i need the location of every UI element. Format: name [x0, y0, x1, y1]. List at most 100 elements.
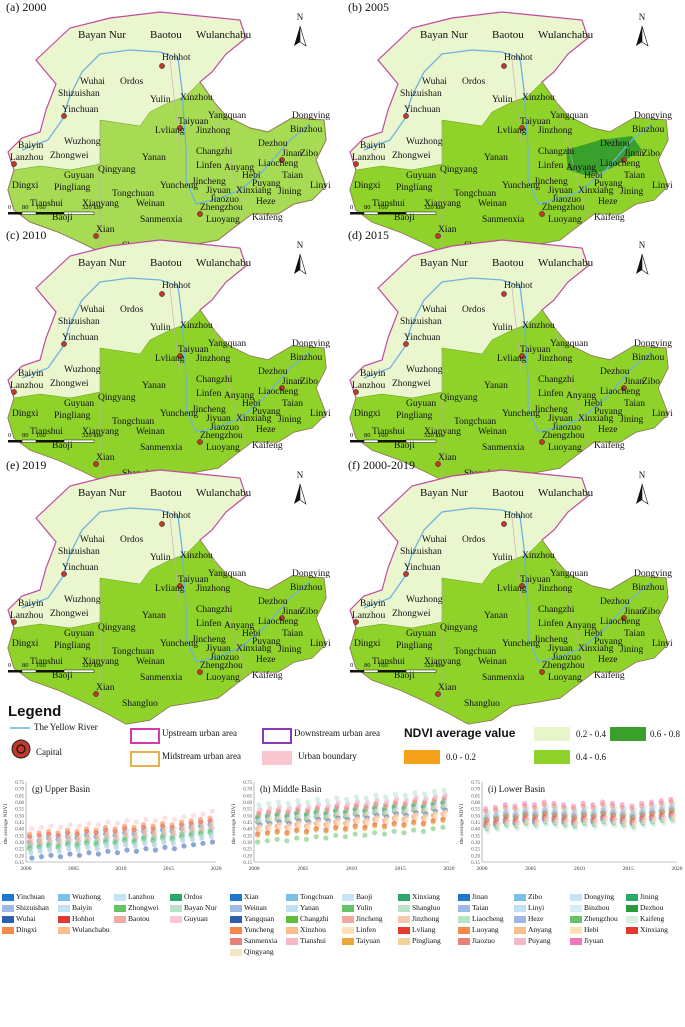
- data-point: [95, 822, 102, 828]
- data-point: [114, 850, 121, 856]
- city-label: Dezhou: [600, 597, 630, 607]
- city-label: Linfen: [196, 389, 222, 399]
- data-point: [267, 826, 273, 832]
- legend-label: Hohhot: [72, 914, 95, 923]
- city-label: Guyuan: [64, 399, 95, 409]
- legend-swatch: [458, 893, 470, 901]
- data-point: [534, 818, 540, 824]
- data-point: [303, 830, 310, 836]
- data-point: [28, 847, 34, 853]
- legend-swatch: [114, 904, 126, 912]
- data-point: [670, 812, 676, 818]
- legend-entry: Baiyin: [58, 903, 92, 912]
- city-label: Xinxiang: [578, 414, 614, 424]
- yellow-river: [363, 49, 653, 205]
- city-label: Jiaozuo: [210, 195, 240, 205]
- legend-swatch: [286, 915, 298, 923]
- data-point: [170, 828, 176, 834]
- data-point: [171, 846, 178, 852]
- city-label: Wuhai: [80, 77, 105, 87]
- legend-entry: Dongying: [570, 892, 614, 901]
- y-tick-label: 0.70: [243, 788, 252, 793]
- city-label: Binzhou: [632, 353, 665, 363]
- region-map: [7, 239, 327, 495]
- capital-marker: [435, 233, 441, 239]
- legend-swatch: [114, 893, 126, 901]
- data-point: [422, 791, 428, 797]
- legend-label: Taian: [472, 903, 489, 912]
- legend-entry: Shangluo: [398, 903, 440, 912]
- data-point: [285, 800, 291, 806]
- data-point: [668, 796, 674, 802]
- data-point: [373, 808, 379, 814]
- legend-label: Yinchuan: [16, 892, 45, 901]
- legend-entry: Baotou: [114, 914, 150, 923]
- legend-swatch: [398, 937, 410, 945]
- data-point: [142, 828, 148, 834]
- legend-label: Yangquan: [244, 914, 275, 923]
- legend-swatch: [342, 904, 354, 912]
- data-point: [266, 800, 272, 806]
- city-label: Jinzhong: [538, 126, 573, 136]
- data-point: [57, 854, 64, 860]
- data-point: [199, 823, 205, 829]
- city-label: Dingxi: [12, 639, 39, 649]
- data-point: [95, 851, 102, 857]
- legend-swatch: [458, 915, 470, 923]
- scale-label: 160: [36, 432, 46, 439]
- data-point: [641, 816, 647, 822]
- data-point: [600, 799, 606, 805]
- legend-label: Linfen: [356, 925, 376, 934]
- ndvi-zone: [7, 539, 327, 725]
- data-point: [123, 830, 129, 836]
- city-label: Baotou: [150, 257, 182, 269]
- legend-entry: Xinzhou: [286, 925, 326, 934]
- y-tick-label: 0.30: [243, 841, 252, 846]
- city-label: Xinxiang: [236, 644, 272, 654]
- legend-swatch: [230, 926, 242, 934]
- data-point: [503, 812, 509, 818]
- city-label: Lvliang: [155, 584, 185, 594]
- capital-marker: [501, 521, 507, 527]
- city-label: Dongying: [634, 339, 672, 349]
- data-point: [124, 847, 130, 853]
- map-panel: (e) 2019 N 0 80 160 320 km Bayan Nur Baotou Wula…: [0, 458, 338, 725]
- city-label: Dongying: [292, 339, 330, 349]
- legend-swatch: [286, 926, 298, 934]
- data-point: [561, 802, 567, 808]
- y-tick-label: 0.45: [471, 821, 480, 826]
- city-label: Linyi: [310, 181, 331, 191]
- data-point: [209, 808, 216, 814]
- city-label: Bayan Nur: [420, 487, 468, 499]
- panel-title: (f) 2000-2019: [348, 458, 415, 472]
- ndvi-label-3: 0.4 - 0.6: [576, 752, 606, 762]
- data-point: [67, 851, 73, 857]
- legend-swatch: [2, 904, 14, 912]
- city-label: Baiyin: [360, 369, 386, 379]
- capital-marker: [61, 341, 67, 347]
- city-label: Baoji: [52, 441, 73, 451]
- data-point: [552, 811, 558, 817]
- city-label: Yanan: [484, 153, 508, 163]
- ndvi-zone: [7, 81, 327, 267]
- data-point: [85, 842, 91, 848]
- data-point: [208, 831, 214, 837]
- city-label: Liaocheng: [258, 159, 299, 169]
- city-label: Yinchuan: [62, 105, 99, 115]
- city-label: Anyang: [566, 391, 597, 401]
- data-point: [171, 816, 178, 822]
- data-point: [124, 818, 130, 824]
- city-label: Binzhou: [632, 583, 665, 593]
- data-point: [114, 820, 121, 826]
- city-label: Zhengzhou: [200, 431, 243, 441]
- data-point: [432, 814, 439, 820]
- city-label: Yuncheng: [502, 409, 540, 419]
- legend-label: Wuhai: [16, 914, 36, 923]
- chart-title: (i) Lower Basin: [488, 784, 545, 794]
- city-label: Tianshui: [372, 657, 405, 667]
- city-label: Xinxiang: [236, 414, 272, 424]
- data-point: [188, 818, 194, 824]
- city-label: Heze: [256, 197, 276, 207]
- data-point: [374, 798, 380, 804]
- y-tick-label: 0.35: [471, 834, 480, 839]
